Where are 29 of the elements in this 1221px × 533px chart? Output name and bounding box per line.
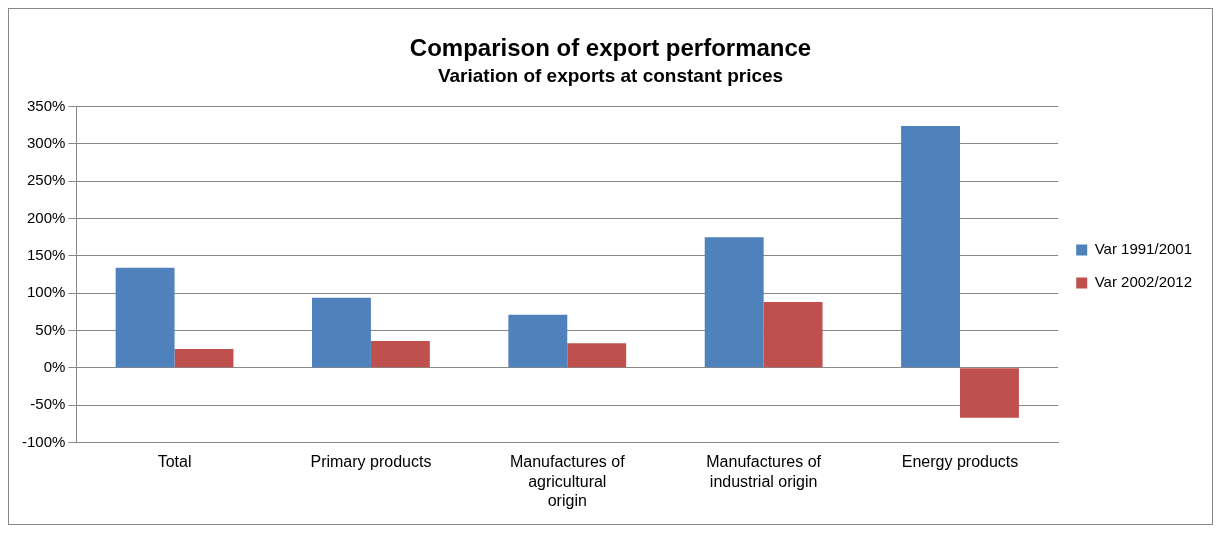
bar	[174, 349, 234, 368]
chart-subtitle: Variation of exports at constant prices	[437, 65, 784, 87]
y-tick-label: -50%	[30, 395, 66, 413]
bar	[704, 237, 764, 368]
y-tick-label: 300%	[26, 134, 66, 152]
bar	[370, 340, 430, 368]
x-tick-label: Energy products	[901, 453, 1019, 471]
bar	[508, 314, 568, 368]
y-tick-label: 250%	[26, 171, 66, 189]
x-tick-label: Total	[157, 453, 192, 471]
bar	[115, 267, 175, 368]
y-tick-label: 200%	[26, 208, 66, 226]
y-tick-label: 100%	[26, 283, 66, 301]
y-tick-label: -100%	[22, 432, 66, 450]
bar	[312, 297, 371, 368]
bar	[960, 368, 1019, 418]
legend-label: Var 1991/2001	[1094, 240, 1193, 258]
bar	[567, 343, 627, 368]
bar	[763, 302, 823, 368]
y-tick-label: 50%	[35, 320, 66, 338]
x-tick-label: Primary products	[310, 453, 432, 471]
chart-title: Comparison of export performance	[409, 34, 812, 62]
legend-label: Var 2002/2012	[1094, 273, 1193, 291]
bar	[901, 126, 961, 368]
x-tick-label: Manufactures of industrial origin	[706, 453, 822, 490]
x-tick-label: Manufactures of agricultural origin	[509, 453, 626, 509]
y-tick-label: 150%	[26, 245, 66, 263]
y-tick-label: 0%	[43, 357, 66, 375]
y-tick-label: 350%	[26, 96, 66, 114]
